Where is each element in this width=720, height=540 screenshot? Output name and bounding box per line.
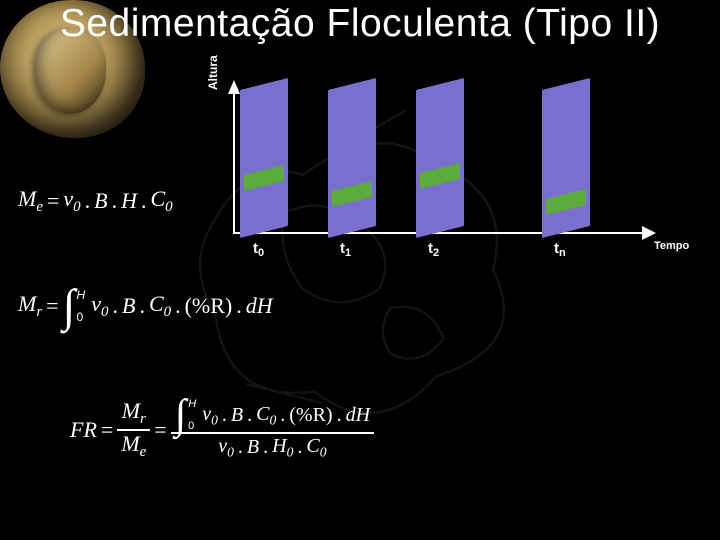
y-axis-line — [233, 92, 235, 232]
time-label-2: t2 — [428, 240, 439, 259]
x-axis-label: Tempo — [654, 240, 689, 252]
fraction-mr-me: Mr Me — [117, 398, 150, 462]
time-label-0: t0 — [253, 240, 264, 259]
column-wall — [240, 78, 288, 238]
sediment-column-0 — [240, 84, 288, 232]
equation-fr: FR = Mr Me = ∫ H 0 v0 . B . C0 . (%R) — [70, 398, 374, 462]
x-axis-arrowhead — [642, 226, 656, 240]
time-label-n: tn — [554, 240, 566, 259]
slide-title: Sedimentação Floculenta (Tipo II) — [0, 2, 720, 46]
sediment-column-2 — [416, 84, 464, 232]
sedimentation-diagram: Altura Tempo t0t1t2tn — [212, 76, 682, 266]
sediment-column-1 — [328, 84, 376, 232]
time-label-1: t1 — [340, 240, 351, 259]
fraction-rhs: ∫ H 0 v0 . B . C0 . (%R) . dH v0 . B — [171, 399, 374, 461]
y-axis-label: Altura — [206, 55, 220, 90]
column-wall — [328, 78, 376, 238]
integral-icon: ∫ H 0 — [63, 290, 76, 322]
equation-mr: Mr = ∫ H 0 v0 . B . C0 . (%R) . dH — [18, 290, 273, 322]
column-wall — [416, 78, 464, 238]
equation-me: Me = v0 . B . H . C0 — [18, 186, 173, 216]
sediment-column-3 — [542, 84, 590, 232]
integral-icon: ∫ H 0 — [175, 401, 187, 430]
